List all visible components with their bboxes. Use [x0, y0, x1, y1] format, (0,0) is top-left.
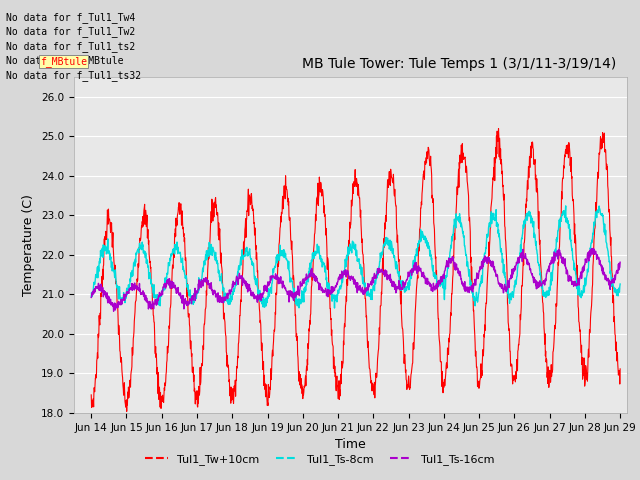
Y-axis label: Temperature (C): Temperature (C) — [22, 194, 35, 296]
Text: No data for f_Tul1_Tw4: No data for f_Tul1_Tw4 — [6, 12, 136, 23]
Text: No data for f_Tul1_ts32: No data for f_Tul1_ts32 — [6, 70, 141, 81]
Text: No data for f_MBtule: No data for f_MBtule — [6, 55, 124, 66]
Text: MB Tule Tower: Tule Temps 1 (3/1/11-3/19/14): MB Tule Tower: Tule Temps 1 (3/1/11-3/19… — [302, 58, 616, 72]
Legend: Tul1_Tw+10cm, Tul1_Ts-8cm, Tul1_Ts-16cm: Tul1_Tw+10cm, Tul1_Ts-8cm, Tul1_Ts-16cm — [141, 450, 499, 469]
Text: No data for f_Tul1_ts2: No data for f_Tul1_ts2 — [6, 41, 136, 52]
Text: No data for f_Tul1_Tw2: No data for f_Tul1_Tw2 — [6, 26, 136, 37]
X-axis label: Time: Time — [335, 438, 366, 451]
Text: f_MBtule: f_MBtule — [40, 56, 87, 67]
